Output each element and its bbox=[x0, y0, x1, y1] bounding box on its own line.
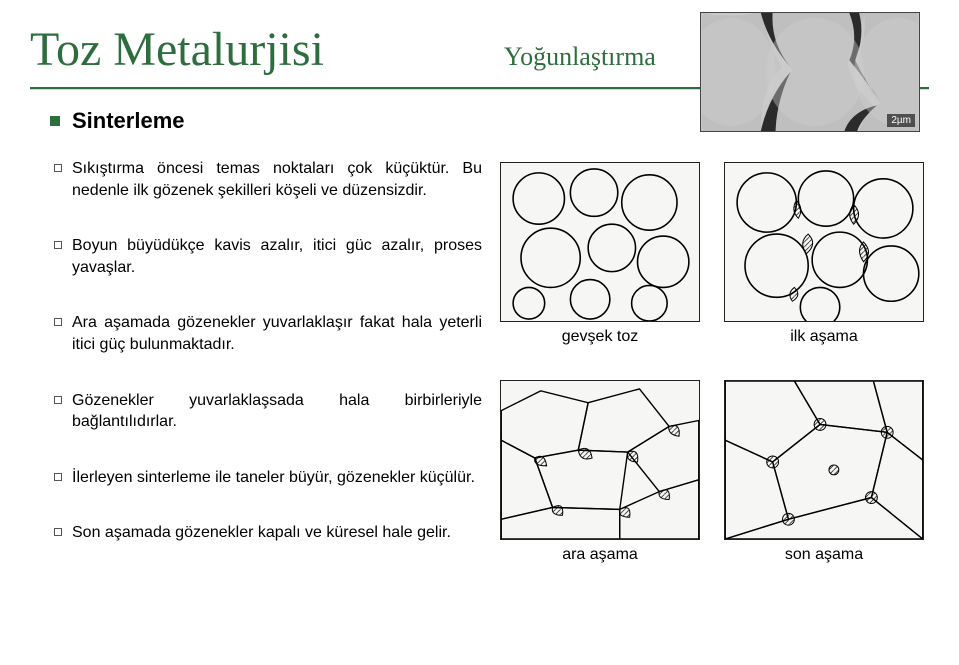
figure-loose-powder: gevşek toz bbox=[500, 162, 700, 352]
hollow-square-bullet-icon bbox=[54, 241, 62, 249]
hollow-square-bullet-icon bbox=[54, 164, 62, 172]
list-item: Sıkıştırma öncesi temas noktaları çok kü… bbox=[54, 158, 482, 201]
figure-panel bbox=[724, 380, 924, 540]
hollow-square-bullet-icon bbox=[54, 528, 62, 536]
figure-grid: gevşek toz bbox=[500, 162, 920, 570]
bullet-text: İlerleyen sinterleme ile taneler büyür, … bbox=[72, 467, 475, 489]
list-item: Ara aşamada gözenekler yuvarlaklaşır fak… bbox=[54, 312, 482, 355]
figure-intermediate-stage: ara aşama bbox=[500, 380, 700, 570]
figure-caption: son aşama bbox=[785, 546, 863, 564]
page-title: Toz Metalurjisi bbox=[30, 22, 324, 77]
figure-panel bbox=[500, 162, 700, 322]
list-item: Boyun büyüdükçe kavis azalır, itici güc … bbox=[54, 235, 482, 278]
body: Sinterleme Sıkıştırma öncesi temas nokta… bbox=[30, 108, 929, 578]
left-column: Sinterleme Sıkıştırma öncesi temas nokta… bbox=[30, 108, 500, 578]
bullet-text: Gözenekler yuvarlaklaşsada hala birbirle… bbox=[72, 390, 482, 433]
bullet-text: Ara aşamada gözenekler yuvarlaklaşır fak… bbox=[72, 312, 482, 355]
figure-caption: ilk aşama bbox=[790, 328, 858, 346]
list-item: Son aşamada gözenekler kapalı ve küresel… bbox=[54, 522, 482, 544]
figure-caption: gevşek toz bbox=[562, 328, 638, 346]
micrograph-svg bbox=[701, 13, 919, 131]
right-column: 2µm bbox=[500, 108, 920, 578]
micrograph-scale-label: 2µm bbox=[887, 114, 915, 127]
hollow-square-bullet-icon bbox=[54, 473, 62, 481]
bullet-text: Son aşamada gözenekler kapalı ve küresel… bbox=[72, 522, 451, 544]
list-item: Gözenekler yuvarlaklaşsada hala birbirle… bbox=[54, 390, 482, 433]
bullet-text: Sıkıştırma öncesi temas noktaları çok kü… bbox=[72, 158, 482, 201]
bullet-text: Boyun büyüdükçe kavis azalır, itici güc … bbox=[72, 235, 482, 278]
slide: Toz Metalurjisi Yoğunlaştırma Sinterleme… bbox=[0, 0, 959, 665]
figure-initial-stage: ilk aşama bbox=[724, 162, 924, 352]
figure-caption: ara aşama bbox=[562, 546, 638, 564]
list-item: İlerleyen sinterleme ile taneler büyür, … bbox=[54, 467, 482, 489]
figure-panel bbox=[500, 380, 700, 540]
sem-micrograph: 2µm bbox=[700, 12, 920, 132]
section-heading-row: Sinterleme bbox=[50, 108, 482, 134]
section-heading: Sinterleme bbox=[72, 108, 185, 134]
square-bullet-icon bbox=[50, 116, 60, 126]
hollow-square-bullet-icon bbox=[54, 396, 62, 404]
hollow-square-bullet-icon bbox=[54, 318, 62, 326]
figure-final-stage: son aşama bbox=[724, 380, 924, 570]
page-subtitle: Yoğunlaştırma bbox=[504, 42, 656, 72]
figure-panel bbox=[724, 162, 924, 322]
